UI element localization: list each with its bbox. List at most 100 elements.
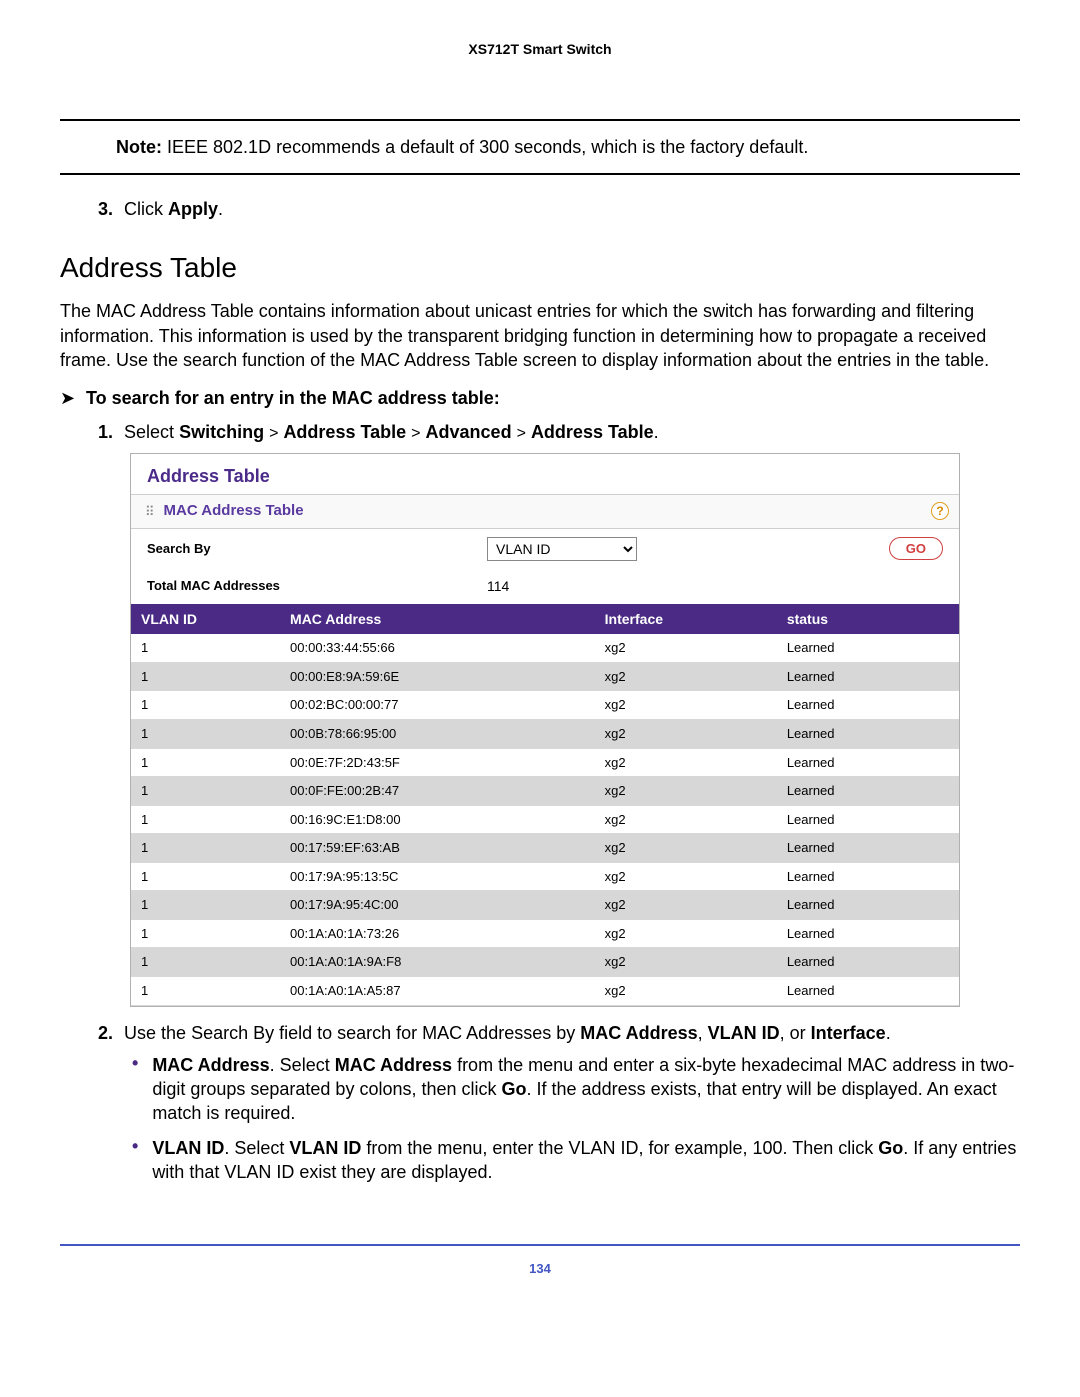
table-cell: xg2 — [595, 805, 777, 834]
b1-b3: Go — [502, 1079, 527, 1099]
step-3-prefix: Click — [124, 199, 168, 219]
step-3-num: 3. — [98, 199, 113, 219]
shot-subtitle: MAC Address Table — [164, 501, 931, 521]
table-row: 100:17:59:EF:63:ABxg2Learned — [131, 834, 959, 863]
section-title: Address Table — [60, 249, 1020, 287]
table-header-row: VLAN ID MAC Address Interface status — [131, 604, 959, 635]
table-row: 100:00:E8:9A:59:6Exg2Learned — [131, 662, 959, 691]
table-cell: 1 — [131, 919, 280, 948]
table-cell: Learned — [777, 805, 959, 834]
table-cell: 00:0B:78:66:95:00 — [280, 720, 595, 749]
b2-t1: . Select — [224, 1138, 289, 1158]
step-2-b1: MAC Address — [580, 1023, 697, 1043]
shot-subbar: ⠿ MAC Address Table ? — [131, 494, 959, 528]
table-row: 100:1A:A0:1A:73:26xg2Learned — [131, 919, 959, 948]
gt-1: > — [269, 425, 278, 442]
search-by-label: Search By — [147, 540, 487, 558]
table-cell: xg2 — [595, 720, 777, 749]
bullet-list: • MAC Address. Select MAC Address from t… — [132, 1053, 1020, 1184]
table-cell: 00:00:33:44:55:66 — [280, 634, 595, 662]
total-row: Total MAC Addresses 114 — [131, 569, 959, 604]
page-number: 134 — [60, 1260, 1020, 1278]
step-2: 2. Use the Search By field to search for… — [98, 1021, 1020, 1045]
gt-3: > — [517, 425, 526, 442]
step-2-c1: , — [698, 1023, 708, 1043]
table-cell: 1 — [131, 948, 280, 977]
step-2-num: 2. — [98, 1023, 113, 1043]
search-heading: ➤To search for an entry in the MAC addre… — [60, 386, 1020, 410]
intro-paragraph: The MAC Address Table contains informati… — [60, 299, 1020, 372]
table-cell: 00:1A:A0:1A:9A:F8 — [280, 948, 595, 977]
table-cell: 1 — [131, 748, 280, 777]
help-icon[interactable]: ? — [931, 502, 949, 520]
total-label: Total MAC Addresses — [147, 577, 487, 595]
table-row: 100:0B:78:66:95:00xg2Learned — [131, 720, 959, 749]
table-cell: Learned — [777, 634, 959, 662]
b1-b2: MAC Address — [335, 1055, 452, 1075]
bullet-vlan-id: • VLAN ID. Select VLAN ID from the menu,… — [132, 1136, 1020, 1185]
table-cell: 00:17:9A:95:13:5C — [280, 862, 595, 891]
step-1: 1. Select Switching > Address Table > Ad… — [98, 420, 1020, 445]
table-cell: 00:1A:A0:1A:A5:87 — [280, 976, 595, 1005]
col-interface: Interface — [595, 604, 777, 635]
step-1-num: 1. — [98, 422, 113, 442]
b1-t1: . Select — [270, 1055, 335, 1075]
step-1-p3: Advanced — [426, 422, 512, 442]
search-by-select[interactable]: VLAN ID — [487, 537, 637, 561]
step-3: 3. Click Apply. — [98, 197, 1020, 221]
gt-2: > — [411, 425, 420, 442]
table-cell: xg2 — [595, 662, 777, 691]
table-cell: Learned — [777, 976, 959, 1005]
page-header: XS712T Smart Switch — [60, 40, 1020, 59]
table-cell: 00:17:59:EF:63:AB — [280, 834, 595, 863]
table-cell: 1 — [131, 662, 280, 691]
b2-b2: VLAN ID — [289, 1138, 361, 1158]
search-heading-text: To search for an entry in the MAC addres… — [86, 388, 500, 408]
footer-rule — [60, 1244, 1020, 1246]
table-cell: Learned — [777, 834, 959, 863]
step-2-b3: Interface — [811, 1023, 886, 1043]
table-row: 100:00:33:44:55:66xg2Learned — [131, 634, 959, 662]
address-table-screenshot: Address Table ⠿ MAC Address Table ? Sear… — [130, 453, 960, 1006]
table-cell: Learned — [777, 748, 959, 777]
table-row: 100:02:BC:00:00:77xg2Learned — [131, 691, 959, 720]
table-cell: 00:00:E8:9A:59:6E — [280, 662, 595, 691]
note-block: Note: IEEE 802.1D recommends a default o… — [60, 121, 1020, 173]
table-row: 100:17:9A:95:4C:00xg2Learned — [131, 891, 959, 920]
table-cell: 1 — [131, 834, 280, 863]
table-row: 100:1A:A0:1A:9A:F8xg2Learned — [131, 948, 959, 977]
table-cell: xg2 — [595, 948, 777, 977]
table-cell: Learned — [777, 862, 959, 891]
table-row: 100:0F:FE:00:2B:47xg2Learned — [131, 777, 959, 806]
note-rule-bottom — [60, 173, 1020, 175]
table-cell: 1 — [131, 720, 280, 749]
step-2-suffix: . — [886, 1023, 891, 1043]
step-2-c2: , or — [780, 1023, 811, 1043]
step-2-t0: Use the Search By field to search for MA… — [124, 1023, 580, 1043]
search-row: Search By VLAN ID GO — [131, 529, 959, 569]
col-mac-address: MAC Address — [280, 604, 595, 635]
drag-dots-icon: ⠿ — [145, 503, 156, 521]
table-cell: Learned — [777, 777, 959, 806]
table-cell: Learned — [777, 891, 959, 920]
table-cell: 1 — [131, 891, 280, 920]
step-2-b2: VLAN ID — [708, 1023, 780, 1043]
step-3-apply: Apply — [168, 199, 218, 219]
table-cell: Learned — [777, 948, 959, 977]
b2-b3: Go — [878, 1138, 903, 1158]
table-cell: 1 — [131, 777, 280, 806]
note-text: IEEE 802.1D recommends a default of 300 … — [162, 137, 808, 157]
bullet-mac-address: • MAC Address. Select MAC Address from t… — [132, 1053, 1020, 1126]
col-status: status — [777, 604, 959, 635]
table-cell: 00:17:9A:95:4C:00 — [280, 891, 595, 920]
table-cell: xg2 — [595, 862, 777, 891]
table-cell: Learned — [777, 691, 959, 720]
table-cell: xg2 — [595, 634, 777, 662]
table-cell: 00:1A:A0:1A:73:26 — [280, 919, 595, 948]
table-cell: 00:02:BC:00:00:77 — [280, 691, 595, 720]
col-vlan-id: VLAN ID — [131, 604, 280, 635]
step-1-p1: Switching — [179, 422, 264, 442]
table-cell: 1 — [131, 805, 280, 834]
go-button[interactable]: GO — [889, 537, 943, 560]
arrow-icon: ➤ — [60, 386, 86, 410]
